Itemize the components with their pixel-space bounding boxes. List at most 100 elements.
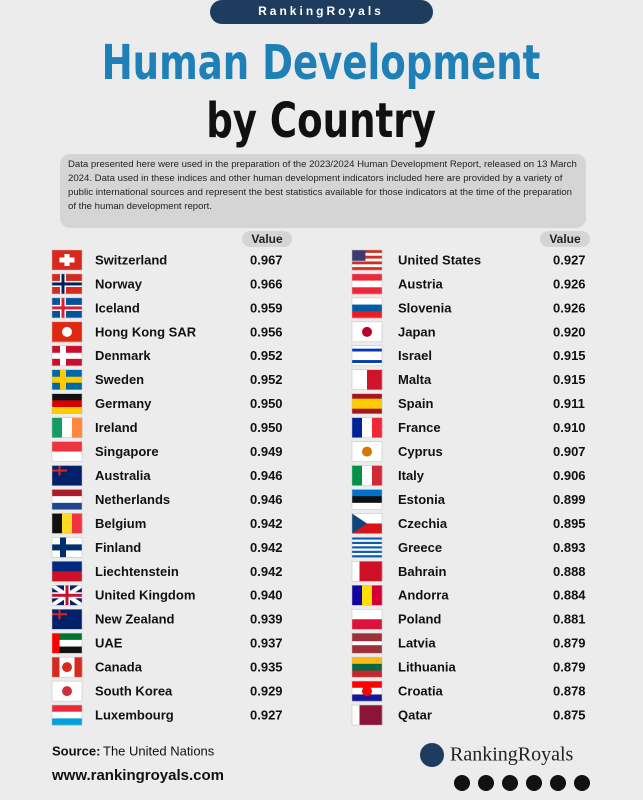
flag-part	[362, 686, 372, 697]
flag-border	[351, 297, 383, 319]
flag-part	[59, 257, 75, 263]
icon[interactable]	[574, 775, 590, 791]
flag-part	[352, 398, 382, 404]
flag	[351, 345, 383, 367]
flag-part	[352, 513, 367, 534]
flag-part	[62, 513, 73, 534]
flag-part	[52, 711, 82, 719]
flag-part	[352, 541, 382, 545]
flag-part	[52, 306, 82, 310]
value: 0.946	[250, 492, 283, 507]
value: 0.966	[250, 276, 283, 291]
flag-part	[352, 585, 363, 606]
value-header: Value	[251, 232, 283, 246]
flag-part	[352, 513, 382, 524]
flag-part	[352, 250, 382, 254]
country: Japan	[398, 324, 436, 339]
country: South Korea	[95, 684, 173, 699]
country: Netherlands	[95, 492, 170, 507]
value: 0.942	[250, 564, 283, 579]
flag-border	[51, 249, 83, 271]
country: Lithuania	[398, 660, 457, 675]
flag-border	[351, 537, 383, 558]
value: 0.926	[553, 276, 586, 291]
flag-part	[359, 561, 368, 582]
country: Slovenia	[398, 300, 452, 315]
icon[interactable]	[454, 775, 470, 791]
icon[interactable]	[550, 775, 566, 791]
flag-part	[52, 441, 82, 452]
flag-border	[351, 345, 383, 367]
country: United States	[398, 252, 481, 267]
value: 0.920	[553, 324, 586, 339]
flag	[51, 321, 83, 343]
country: Finland	[95, 540, 141, 555]
icon[interactable]	[478, 775, 494, 791]
flag	[351, 273, 383, 295]
flag	[51, 273, 83, 295]
flag-border	[351, 513, 383, 534]
flag-part	[352, 657, 382, 665]
flag-part	[52, 646, 82, 654]
flag-part	[362, 585, 373, 606]
flag-part	[352, 351, 382, 355]
flag-part	[52, 544, 82, 551]
flag-part	[352, 561, 360, 582]
value: 0.935	[250, 660, 283, 675]
flag-border	[351, 417, 383, 438]
value: 0.879	[553, 636, 586, 651]
value: 0.952	[250, 372, 283, 387]
flag-part	[372, 585, 383, 606]
brand: RankingRoyals	[258, 4, 384, 18]
flag-part	[352, 261, 382, 265]
flag-part	[74, 657, 83, 678]
value: 0.967	[250, 252, 283, 267]
country: Malta	[398, 372, 432, 387]
flag-border	[51, 441, 83, 462]
flag-part	[352, 539, 382, 543]
icon[interactable]	[502, 775, 518, 791]
flag	[351, 297, 383, 319]
flag	[51, 561, 83, 582]
value: 0.950	[250, 420, 283, 435]
value: 0.881	[553, 612, 586, 627]
flag-border	[351, 273, 383, 295]
flag-border	[51, 297, 83, 319]
value: 0.952	[250, 348, 283, 363]
flag-part	[52, 417, 63, 438]
flag	[51, 393, 83, 414]
brand-banner	[210, 0, 433, 24]
flag-part	[352, 465, 363, 486]
flag-border	[351, 489, 383, 510]
flag-part	[52, 496, 82, 504]
icon[interactable]	[526, 775, 542, 791]
flag	[351, 704, 383, 726]
flag	[51, 513, 83, 534]
value: 0.926	[553, 300, 586, 315]
flag-part	[352, 670, 382, 678]
country: Cyprus	[398, 444, 443, 459]
source: The United Nations	[103, 743, 215, 758]
flag	[51, 537, 83, 558]
flag-part	[352, 489, 382, 497]
country: Italy	[398, 468, 425, 483]
flag	[351, 656, 383, 678]
flag	[51, 632, 83, 654]
flag-part	[352, 649, 382, 654]
flag-part	[352, 496, 382, 504]
country: Hong Kong SAR	[95, 324, 197, 339]
flag-part	[352, 548, 382, 552]
flag	[51, 417, 83, 438]
value: 0.949	[250, 444, 283, 459]
flag-part	[352, 304, 382, 312]
country: Estonia	[398, 492, 446, 507]
flag	[351, 417, 383, 438]
flag-part	[352, 417, 363, 438]
flag-part	[352, 408, 382, 414]
flag-part	[352, 280, 382, 288]
flag-part	[352, 360, 382, 364]
value: 0.929	[250, 684, 283, 699]
value: 0.878	[553, 684, 586, 699]
